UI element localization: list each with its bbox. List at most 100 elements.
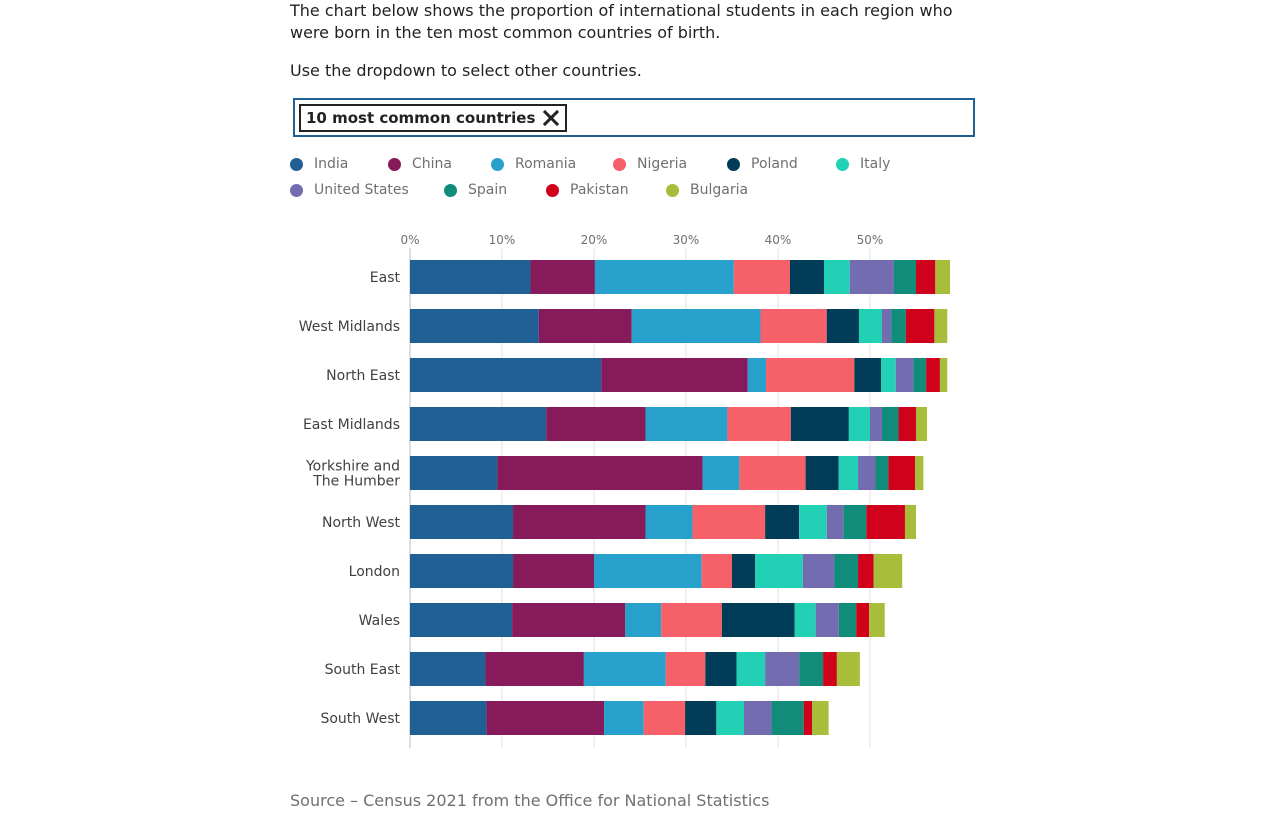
bar-segment-nigeria[interactable] xyxy=(692,505,766,539)
bar-segment-nigeria[interactable] xyxy=(766,358,855,392)
bar-segment-poland[interactable] xyxy=(790,407,849,441)
bar-segment-united-states[interactable] xyxy=(870,407,882,441)
bar-segment-india[interactable] xyxy=(410,603,513,637)
bar-segment-nigeria[interactable] xyxy=(727,407,791,441)
bar-segment-bulgaria[interactable] xyxy=(873,554,903,588)
bar-segment-italy[interactable] xyxy=(858,309,882,343)
bar-segment-india[interactable] xyxy=(410,554,514,588)
bar-segment-italy[interactable] xyxy=(848,407,870,441)
country-select[interactable]: 10 most common countries xyxy=(293,98,975,137)
bar-segment-bulgaria[interactable] xyxy=(915,456,924,490)
bar-segment-romania[interactable] xyxy=(594,260,734,294)
bar-segment-poland[interactable] xyxy=(765,505,800,539)
bar-segment-india[interactable] xyxy=(410,652,486,686)
bar-segment-bulgaria[interactable] xyxy=(904,505,916,539)
bar-segment-india[interactable] xyxy=(410,407,547,441)
bar-segment-united-states[interactable] xyxy=(858,456,876,490)
bar-segment-bulgaria[interactable] xyxy=(812,701,829,735)
bar-segment-poland[interactable] xyxy=(685,701,717,735)
bar-segment-poland[interactable] xyxy=(805,456,839,490)
bar-segment-spain[interactable] xyxy=(881,407,899,441)
bar-segment-romania[interactable] xyxy=(583,652,666,686)
bar-segment-china[interactable] xyxy=(538,309,632,343)
bar-segment-pakistan[interactable] xyxy=(888,456,916,490)
bar-segment-italy[interactable] xyxy=(755,554,803,588)
bar-segment-pakistan[interactable] xyxy=(858,554,874,588)
bar-segment-india[interactable] xyxy=(410,358,602,392)
bar-segment-china[interactable] xyxy=(513,554,594,588)
bar-segment-italy[interactable] xyxy=(838,456,859,490)
bar-segment-poland[interactable] xyxy=(826,309,859,343)
bar-segment-romania[interactable] xyxy=(747,358,767,392)
bar-segment-bulgaria[interactable] xyxy=(869,603,885,637)
bar-segment-romania[interactable] xyxy=(631,309,761,343)
bar-segment-china[interactable] xyxy=(513,505,646,539)
bar-segment-united-states[interactable] xyxy=(743,701,772,735)
bar-segment-bulgaria[interactable] xyxy=(836,652,860,686)
bar-segment-italy[interactable] xyxy=(794,603,816,637)
bar-segment-pakistan[interactable] xyxy=(823,652,837,686)
bar-segment-pakistan[interactable] xyxy=(905,309,935,343)
bar-segment-pakistan[interactable] xyxy=(803,701,813,735)
bar-segment-romania[interactable] xyxy=(594,554,702,588)
bar-segment-italy[interactable] xyxy=(736,652,766,686)
bar-segment-spain[interactable] xyxy=(891,309,906,343)
bar-segment-china[interactable] xyxy=(530,260,595,294)
bar-segment-nigeria[interactable] xyxy=(739,456,806,490)
bar-segment-romania[interactable] xyxy=(702,456,740,490)
bar-segment-china[interactable] xyxy=(497,456,703,490)
close-icon[interactable] xyxy=(543,109,560,127)
bar-segment-pakistan[interactable] xyxy=(926,358,940,392)
bar-segment-pakistan[interactable] xyxy=(898,407,916,441)
bar-segment-united-states[interactable] xyxy=(849,260,894,294)
bar-segment-bulgaria[interactable] xyxy=(935,260,951,294)
bar-segment-pakistan[interactable] xyxy=(856,603,870,637)
bar-segment-china[interactable] xyxy=(546,407,646,441)
bar-segment-united-states[interactable] xyxy=(765,652,800,686)
bar-segment-india[interactable] xyxy=(410,701,487,735)
bar-segment-united-states[interactable] xyxy=(895,358,914,392)
bar-segment-italy[interactable] xyxy=(881,358,896,392)
bar-segment-bulgaria[interactable] xyxy=(939,358,948,392)
bar-segment-italy[interactable] xyxy=(716,701,744,735)
bar-segment-india[interactable] xyxy=(410,505,514,539)
bar-segment-italy[interactable] xyxy=(799,505,827,539)
bar-segment-spain[interactable] xyxy=(843,505,867,539)
bar-segment-china[interactable] xyxy=(601,358,748,392)
bar-segment-united-states[interactable] xyxy=(881,309,892,343)
bar-segment-nigeria[interactable] xyxy=(643,701,686,735)
bar-segment-china[interactable] xyxy=(512,603,626,637)
bar-segment-india[interactable] xyxy=(410,309,539,343)
bar-segment-united-states[interactable] xyxy=(826,505,844,539)
bar-segment-china[interactable] xyxy=(486,701,605,735)
bar-segment-nigeria[interactable] xyxy=(733,260,790,294)
bar-segment-nigeria[interactable] xyxy=(701,554,732,588)
bar-segment-nigeria[interactable] xyxy=(665,652,706,686)
selected-chip[interactable]: 10 most common countries xyxy=(299,104,568,132)
bar-segment-china[interactable] xyxy=(485,652,584,686)
bar-segment-italy[interactable] xyxy=(824,260,850,294)
bar-segment-spain[interactable] xyxy=(893,260,916,294)
bar-segment-pakistan[interactable] xyxy=(916,260,936,294)
bar-segment-spain[interactable] xyxy=(838,603,857,637)
bar-segment-nigeria[interactable] xyxy=(760,309,827,343)
bar-segment-poland[interactable] xyxy=(789,260,824,294)
bar-segment-united-states[interactable] xyxy=(815,603,839,637)
bar-segment-bulgaria[interactable] xyxy=(916,407,928,441)
bar-segment-poland[interactable] xyxy=(721,603,795,637)
bar-segment-romania[interactable] xyxy=(645,407,728,441)
bar-segment-india[interactable] xyxy=(410,260,531,294)
bar-segment-spain[interactable] xyxy=(875,456,889,490)
bar-segment-spain[interactable] xyxy=(771,701,804,735)
bar-segment-romania[interactable] xyxy=(604,701,644,735)
bar-segment-poland[interactable] xyxy=(705,652,737,686)
bar-segment-india[interactable] xyxy=(410,456,498,490)
bar-segment-bulgaria[interactable] xyxy=(934,309,948,343)
bar-segment-poland[interactable] xyxy=(854,358,882,392)
bar-segment-nigeria[interactable] xyxy=(661,603,722,637)
bar-segment-romania[interactable] xyxy=(645,505,693,539)
bar-segment-spain[interactable] xyxy=(913,358,927,392)
bar-segment-poland[interactable] xyxy=(732,554,755,588)
bar-segment-romania[interactable] xyxy=(625,603,662,637)
bar-segment-spain[interactable] xyxy=(834,554,859,588)
